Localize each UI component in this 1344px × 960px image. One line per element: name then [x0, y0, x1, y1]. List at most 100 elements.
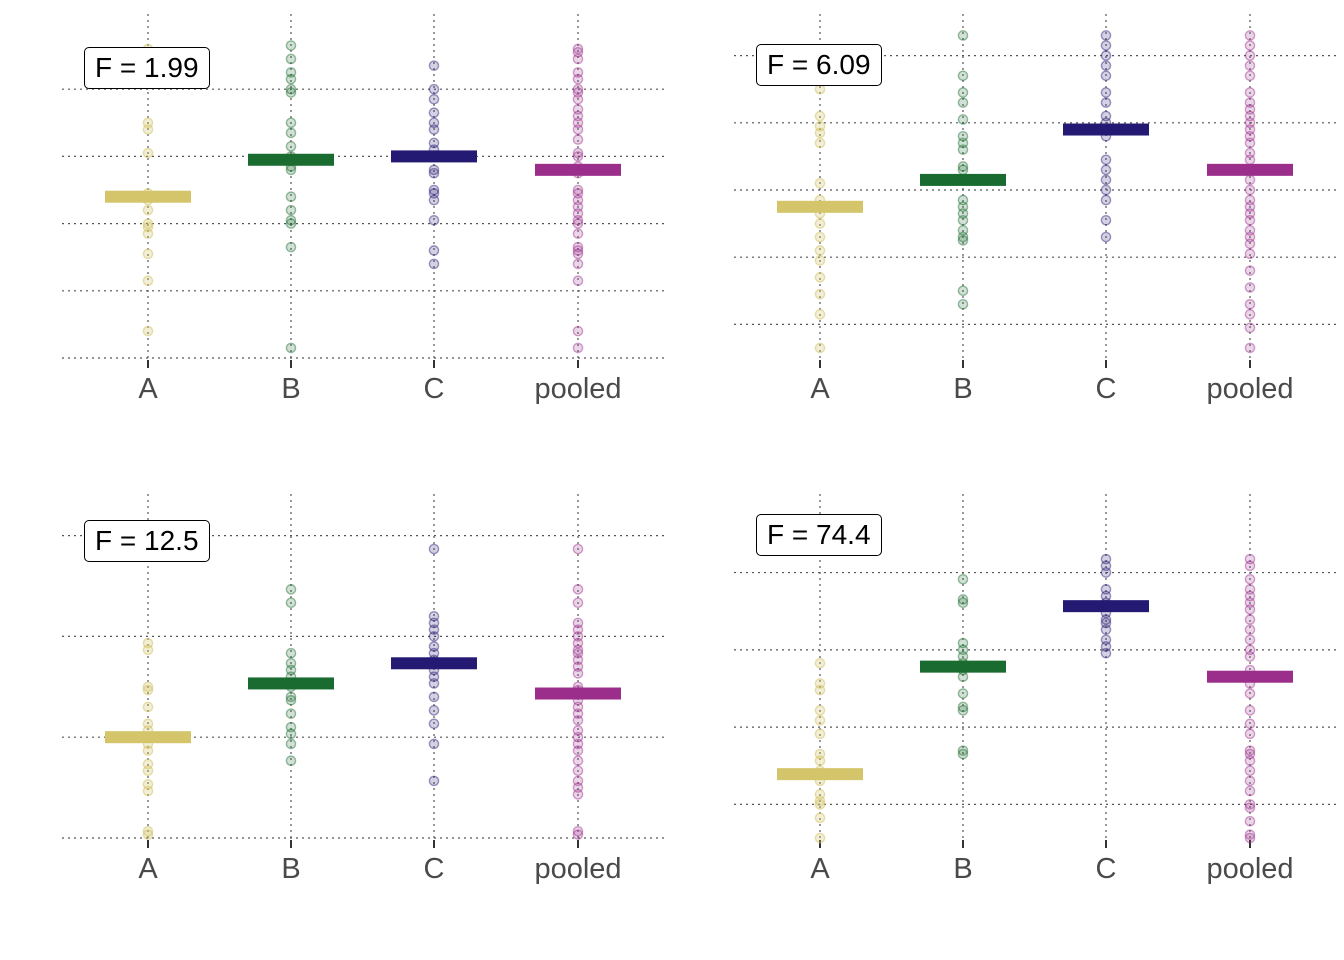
- data-point: [428, 83, 440, 95]
- x-tick-label: A: [138, 853, 158, 885]
- data-point: [285, 73, 297, 85]
- data-point: [1244, 124, 1256, 135]
- data-point: [572, 67, 584, 78]
- data-point: [142, 124, 154, 135]
- data-point: [814, 728, 826, 740]
- data-point: [1244, 40, 1256, 51]
- data-point: [957, 701, 969, 713]
- data-point: [572, 789, 584, 800]
- data-point: [572, 584, 584, 595]
- data-point: [1244, 718, 1256, 730]
- data-point: [142, 248, 154, 260]
- mean-bar: [391, 657, 477, 670]
- data-point: [1100, 634, 1112, 646]
- data-point: [572, 275, 584, 287]
- data-point: [1244, 298, 1256, 310]
- mean-bar: [248, 153, 334, 166]
- data-point: [428, 167, 440, 179]
- mean-bar: [1063, 600, 1149, 613]
- data-point: [285, 647, 297, 659]
- data-point: [428, 610, 440, 622]
- data-point: [428, 214, 440, 226]
- data-point: [572, 124, 584, 135]
- data-point: [1244, 342, 1256, 354]
- data-point: [285, 87, 297, 98]
- data-point: [572, 782, 584, 793]
- data-point: [572, 731, 584, 743]
- data-point: [142, 681, 154, 693]
- data-point: [285, 117, 297, 129]
- data-point: [572, 93, 584, 105]
- data-point: [1244, 829, 1256, 840]
- f-statistic-label: F = 74.4: [756, 514, 882, 556]
- data-point: [428, 641, 440, 652]
- data-point: [814, 684, 826, 696]
- data-point: [428, 691, 440, 703]
- x-tick-label: pooled: [534, 373, 621, 405]
- data-point: [1244, 688, 1256, 699]
- data-point: [285, 584, 297, 595]
- data-point: [1244, 745, 1256, 756]
- data-point: [428, 137, 440, 149]
- data-point: [1244, 604, 1256, 615]
- data-point: [572, 647, 584, 659]
- data-point: [572, 624, 584, 635]
- data-point: [572, 342, 584, 354]
- data-point: [142, 325, 154, 337]
- data-point: [1244, 799, 1256, 810]
- data-point: [957, 194, 969, 206]
- data-point: [957, 637, 969, 649]
- data-point: [1244, 309, 1256, 320]
- data-point: [814, 799, 826, 810]
- data-point: [572, 184, 584, 196]
- data-point: [285, 127, 297, 139]
- data-point: [285, 694, 297, 706]
- data-point: [1244, 104, 1256, 115]
- data-point: [957, 137, 969, 149]
- data-point: [285, 53, 297, 65]
- data-point: [572, 745, 584, 756]
- data-point: [1100, 194, 1112, 206]
- data-point: [957, 594, 969, 605]
- data-point: [142, 644, 154, 656]
- data-point: [957, 671, 969, 683]
- data-point: [1244, 597, 1256, 609]
- data-point: [142, 701, 154, 713]
- data-point: [285, 204, 297, 216]
- data-point: [285, 597, 297, 609]
- data-point: [572, 245, 584, 256]
- data-point: [285, 738, 297, 750]
- data-point: [428, 258, 440, 270]
- data-point: [1244, 651, 1256, 662]
- data-point: [428, 117, 440, 129]
- data-point: [1100, 40, 1112, 51]
- data-point: [285, 67, 297, 78]
- f-statistic-label: F = 12.5: [84, 520, 210, 562]
- data-point: [1244, 194, 1256, 206]
- data-point: [572, 597, 584, 609]
- data-point: [957, 97, 969, 108]
- data-point: [285, 342, 297, 354]
- data-point: [142, 765, 154, 777]
- data-point: [1100, 553, 1112, 565]
- data-point: [1100, 154, 1112, 166]
- f-statistic-label: F = 1.99: [84, 47, 210, 89]
- data-point: [428, 60, 440, 71]
- data-point: [1244, 815, 1256, 827]
- data-point: [572, 715, 584, 726]
- data-point: [1244, 248, 1256, 260]
- x-tick-label: A: [810, 373, 830, 405]
- data-point: [957, 30, 969, 41]
- data-point: [285, 40, 297, 51]
- data-point: [1244, 573, 1256, 585]
- data-point: [428, 718, 440, 730]
- data-point: [428, 93, 440, 105]
- data-point: [572, 701, 584, 713]
- data-point: [1100, 50, 1112, 61]
- data-point: [572, 668, 584, 679]
